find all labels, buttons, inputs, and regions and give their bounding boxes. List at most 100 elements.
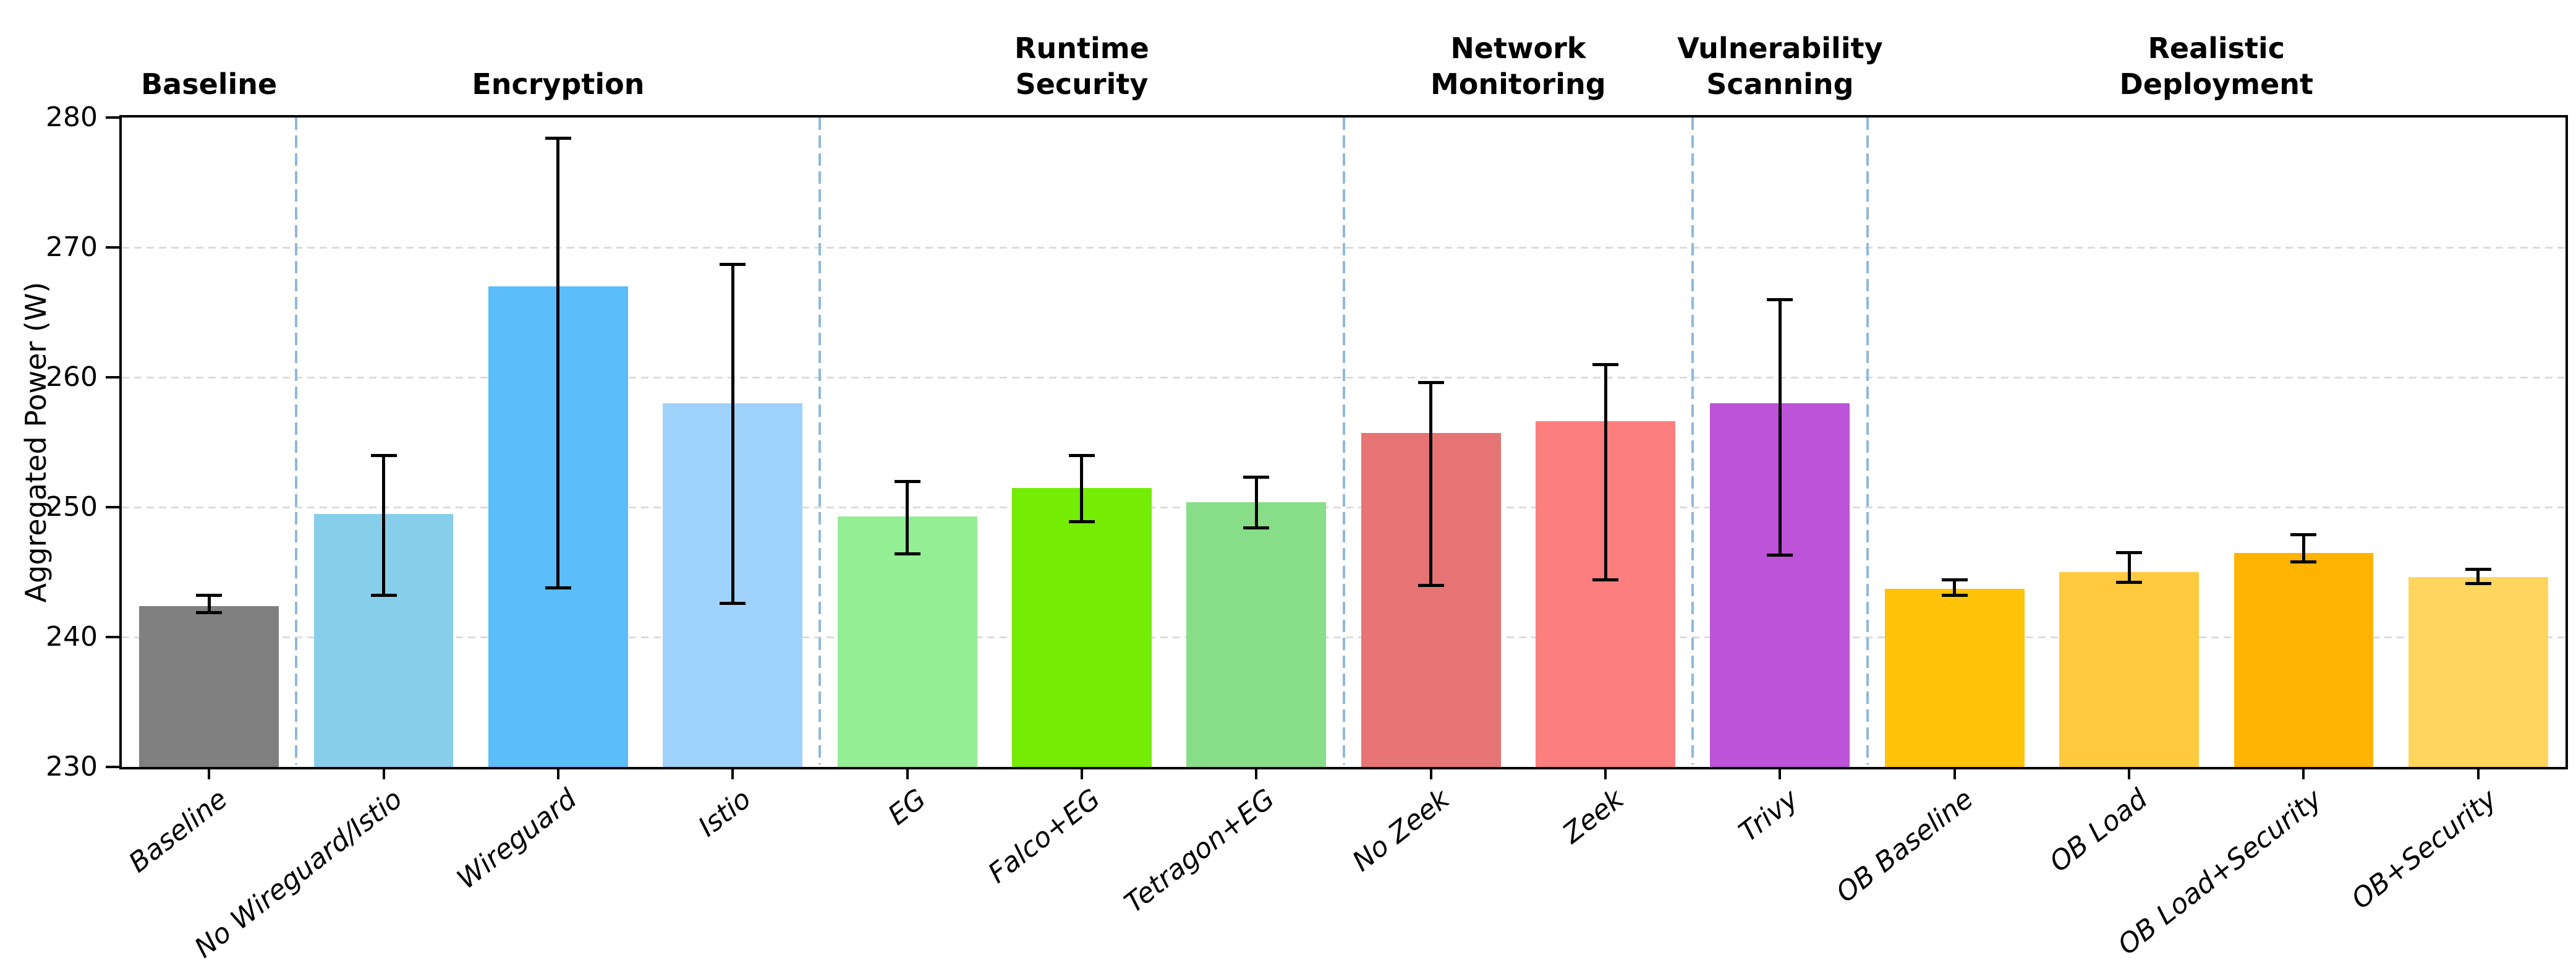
error-bar-cap-low xyxy=(2465,582,2491,586)
group-header-line: Vulnerability xyxy=(1677,32,1883,65)
y-tick-label: 260 xyxy=(46,361,98,393)
bar-ob-load xyxy=(2059,572,2200,767)
error-bar-cap-high xyxy=(720,262,746,266)
group-separator xyxy=(1342,118,1345,764)
group-header-network-monitoring: Network Monitoring xyxy=(1430,30,1606,102)
error-bar-line xyxy=(207,595,211,613)
error-bar-line xyxy=(1429,382,1433,585)
x-tick-mark xyxy=(2128,769,2131,779)
error-bar-cap-high xyxy=(545,137,571,140)
group-header-line: Scanning xyxy=(1706,67,1854,101)
group-header-line: Encryption xyxy=(472,67,645,101)
x-tick-label: OB Load xyxy=(2044,783,2154,879)
x-tick-mark xyxy=(1080,769,1083,779)
x-tick-label: OB+Security xyxy=(2345,783,2503,916)
error-bar-cap-high xyxy=(894,479,920,483)
error-bar-cap-high xyxy=(1418,380,1444,384)
x-tick-label: Tetragon+EG xyxy=(1118,783,1281,920)
x-tick-label: Istio xyxy=(692,783,757,844)
x-tick-label: Falco+EG xyxy=(982,783,1107,890)
x-tick-label: Trivy xyxy=(1733,783,1804,849)
error-bar-cap-high xyxy=(2290,533,2317,536)
error-bar-line xyxy=(556,138,560,588)
y-tick-label: 230 xyxy=(46,751,98,782)
error-bar-line xyxy=(1254,477,1258,528)
error-bar-cap-low xyxy=(196,610,223,614)
group-header-realistic-deployment: Realistic Deployment xyxy=(2120,30,2314,102)
bar-tetragon-eg xyxy=(1186,502,1327,767)
error-bar-line xyxy=(1604,364,1607,580)
error-bar-line xyxy=(906,481,909,554)
x-tick-mark xyxy=(906,769,909,779)
x-tick-mark xyxy=(1429,769,1432,779)
group-header-runtime-security: Runtime Security xyxy=(1014,30,1149,102)
error-bar-cap-low xyxy=(1767,554,1793,557)
x-tick-mark xyxy=(1953,769,1956,779)
x-tick-mark xyxy=(1604,769,1607,779)
x-tick-label: OB Baseline xyxy=(1830,783,1979,909)
bar-baseline xyxy=(139,606,279,767)
x-tick-mark xyxy=(731,769,734,779)
bar-eg xyxy=(837,516,977,767)
error-bar-cap-low xyxy=(370,594,397,597)
error-bar-cap-low xyxy=(545,586,571,589)
x-tick-mark xyxy=(2302,769,2305,779)
error-bar-cap-high xyxy=(1243,476,1270,479)
error-bar-line xyxy=(382,455,386,596)
x-tick-mark xyxy=(382,769,385,779)
bar-falco-eg xyxy=(1012,487,1152,767)
group-separator xyxy=(295,118,298,764)
x-tick-label: Wireguard xyxy=(451,783,583,896)
x-tick-mark xyxy=(556,769,559,779)
error-bar-cap-high xyxy=(1592,362,1619,366)
error-bar-cap-high xyxy=(2465,568,2491,571)
error-bar-line xyxy=(1953,580,1957,596)
y-tick-label: 250 xyxy=(46,491,98,523)
x-tick-mark xyxy=(208,769,211,779)
error-bar-line xyxy=(2302,534,2305,562)
y-tick-mark xyxy=(106,766,119,768)
error-bar-cap-high xyxy=(1941,578,1968,582)
x-tick-label: EG xyxy=(882,783,932,832)
error-bar-line xyxy=(1778,299,1782,555)
error-bar-cap-high xyxy=(1068,453,1095,457)
group-header-line: Realistic xyxy=(2148,32,2285,65)
error-bar-cap-low xyxy=(1418,583,1444,587)
error-bar-cap-low xyxy=(1068,520,1095,523)
bar-ob-load-security xyxy=(2234,552,2374,767)
y-tick-label: 270 xyxy=(46,231,98,263)
bar-ob-security xyxy=(2408,577,2548,767)
error-bar-line xyxy=(1080,455,1084,522)
x-tick-label: Baseline xyxy=(123,783,234,880)
error-bar-cap-high xyxy=(370,453,397,457)
error-bar-cap-low xyxy=(1592,578,1619,582)
x-tick-label: No Zeek xyxy=(1346,783,1456,878)
group-header-encryption: Encryption xyxy=(472,66,644,102)
y-tick-mark xyxy=(106,506,119,508)
error-bar-line xyxy=(2476,569,2480,584)
x-tick-mark xyxy=(1255,769,1258,779)
error-bar-cap-low xyxy=(2290,560,2317,563)
group-header-vulnerability-scanning: Vulnerability Scanning xyxy=(1677,30,1882,102)
error-bar-cap-low xyxy=(1941,594,1968,597)
error-bar-cap-low xyxy=(2116,581,2143,584)
error-bar-cap-low xyxy=(894,552,920,556)
x-tick-mark xyxy=(2476,769,2480,779)
y-tick-mark xyxy=(106,246,119,249)
group-header-line: Security xyxy=(1015,67,1149,101)
y-axis-title: Aggregated Power (W) xyxy=(19,281,53,603)
group-header-line: Baseline xyxy=(141,67,278,101)
y-tick-mark xyxy=(106,636,119,638)
group-separator xyxy=(1691,118,1694,764)
group-header-line: Monitoring xyxy=(1430,67,1606,101)
group-separator xyxy=(1866,118,1869,764)
error-bar-cap-low xyxy=(720,601,746,605)
group-header-line: Runtime xyxy=(1014,32,1149,65)
y-tick-mark xyxy=(106,116,119,119)
bar-ob-baseline xyxy=(1884,589,2025,767)
error-bar-cap-high xyxy=(1767,298,1793,301)
group-header-line: Network xyxy=(1450,32,1586,65)
error-bar-cap-high xyxy=(196,594,223,597)
error-bar-line xyxy=(731,264,734,604)
